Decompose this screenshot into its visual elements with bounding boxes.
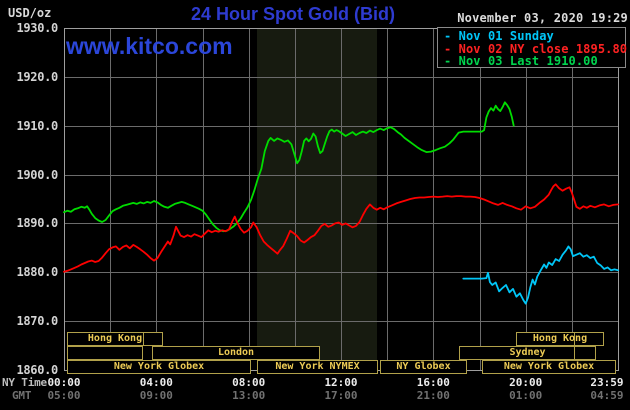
session-divider bbox=[143, 333, 144, 345]
x-tick-gmt-21:00: 21:00 bbox=[416, 389, 450, 402]
session-box-hong-kong: Hong Kong bbox=[67, 332, 163, 346]
page-title: 24 Hour Spot Gold (Bid) bbox=[191, 4, 395, 24]
x-tick-ny-23:59: 23:59 bbox=[590, 376, 624, 389]
kitco-watermark-link[interactable]: www.kitco.com bbox=[66, 33, 233, 59]
x-tick-ny-08:00: 08:00 bbox=[232, 376, 266, 389]
legend: - Nov 01 Sunday - Nov 02 NY close 1895.80… bbox=[437, 27, 628, 68]
session-divider bbox=[574, 333, 575, 345]
series-nov03-line bbox=[63, 101, 515, 233]
y-tick-1880.0: 1880.0 bbox=[16, 265, 58, 280]
x-tick-gmt-05:00: 05:00 bbox=[47, 389, 81, 402]
session-box-ny-globex: NY Globex bbox=[380, 360, 467, 374]
legend-entry-nov02: - Nov 02 NY close 1895.80 bbox=[444, 41, 628, 56]
session-label: Sydney bbox=[509, 347, 546, 358]
session-box-new-york-globex: New York Globex bbox=[482, 360, 616, 374]
session-box-blank bbox=[67, 346, 143, 360]
session-label: New York Globex bbox=[503, 361, 595, 372]
series-nov01-line bbox=[462, 245, 619, 305]
session-box-hong-kong: Hong Kong bbox=[516, 332, 604, 346]
x-tick-ny-16:00: 16:00 bbox=[416, 376, 450, 389]
x-tick-ny-20:00: 20:00 bbox=[509, 376, 543, 389]
datetime-label: November 03, 2020 19:29 bbox=[457, 11, 628, 25]
session-label: NY Globex bbox=[396, 361, 451, 372]
y-tick-1920.0: 1920.0 bbox=[16, 69, 58, 84]
x-tick-gmt-04:59: 04:59 bbox=[590, 389, 624, 402]
session-label: Hong Kong bbox=[87, 333, 143, 344]
legend-entry-nov03: - Nov 03 Last 1910.00 bbox=[444, 54, 598, 68]
series-nov02-line bbox=[63, 183, 619, 273]
session-box-new-york-nymex: New York NYMEX bbox=[257, 360, 378, 374]
y-tick-1910.0: 1910.0 bbox=[16, 118, 58, 133]
y-tick-1870.0: 1870.0 bbox=[16, 314, 58, 329]
x-tick-ny-04:00: 04:00 bbox=[139, 376, 173, 389]
x-tick-gmt-17:00: 17:00 bbox=[324, 389, 358, 402]
y-tick-1900.0: 1900.0 bbox=[16, 167, 58, 182]
session-label: London bbox=[217, 347, 255, 358]
unit-label: USD/oz bbox=[8, 6, 52, 20]
legend-entry-nov01: - Nov 01 Sunday bbox=[444, 29, 554, 43]
y-tick-1860.0: 1860.0 bbox=[16, 363, 58, 377]
ny-time-axis-label: NY Time bbox=[2, 376, 47, 389]
x-tick-gmt-09:00: 09:00 bbox=[139, 389, 173, 402]
session-box-new-york-globex: New York Globex bbox=[67, 360, 251, 374]
session-divider bbox=[574, 347, 575, 359]
y-tick-1890.0: 1890.0 bbox=[16, 216, 58, 231]
gmt-axis-label: GMT bbox=[12, 389, 32, 402]
new-york-nymex-session-band bbox=[257, 28, 377, 370]
x-tick-gmt-13:00: 13:00 bbox=[232, 389, 266, 402]
y-tick-1930.0: 1930.0 bbox=[16, 21, 58, 35]
session-label: Hong Kong bbox=[532, 333, 588, 344]
x-tick-ny-00:00: 00:00 bbox=[47, 376, 81, 389]
x-tick-gmt-01:00: 01:00 bbox=[509, 389, 543, 402]
x-tick-ny-12:00: 12:00 bbox=[324, 376, 358, 389]
session-label: New York NYMEX bbox=[275, 361, 360, 372]
session-box-london: London bbox=[152, 346, 320, 360]
session-box-sydney: Sydney bbox=[459, 346, 596, 360]
session-label: New York Globex bbox=[113, 361, 205, 372]
